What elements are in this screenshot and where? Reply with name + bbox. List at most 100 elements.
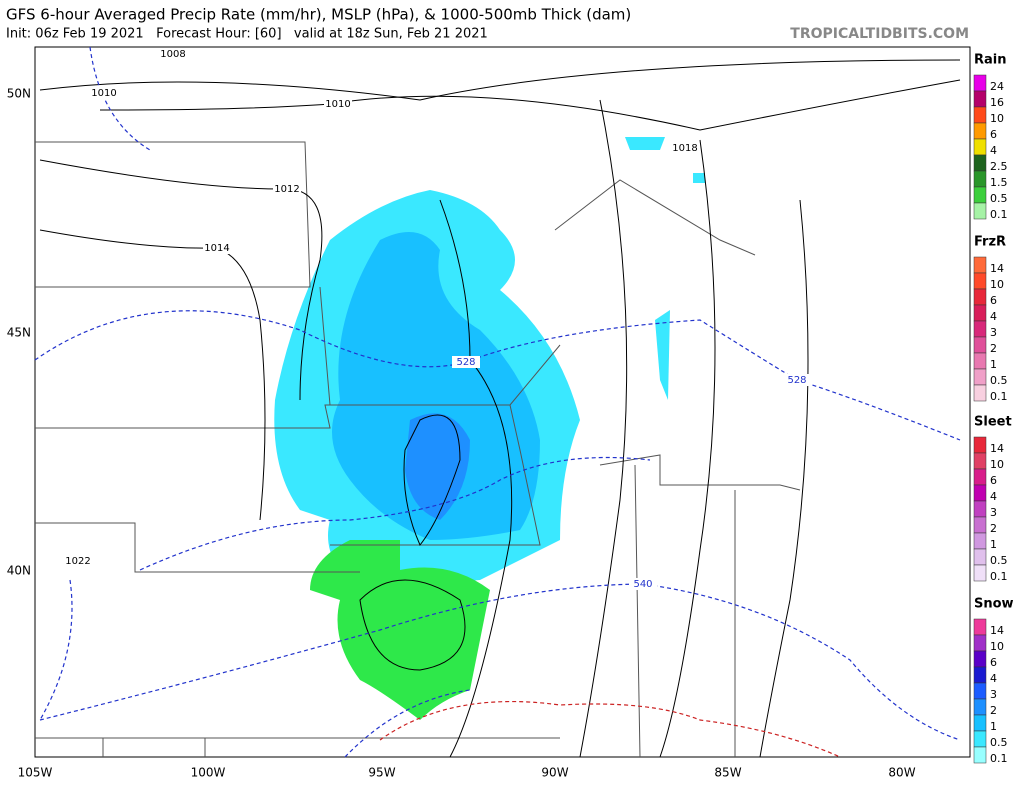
legend-label: 14 bbox=[990, 262, 1004, 275]
legend-label: 3 bbox=[990, 326, 997, 339]
legend-label: 1 bbox=[990, 720, 997, 733]
legend-swatch bbox=[973, 484, 987, 502]
legend-swatch bbox=[973, 122, 987, 140]
legend-label: 2 bbox=[990, 704, 997, 717]
contour-label: 1010 bbox=[325, 99, 350, 110]
lat-label: 50N bbox=[7, 87, 31, 101]
contour-label-bg bbox=[159, 48, 187, 60]
lon-label: 85W bbox=[714, 766, 741, 780]
legend-label: 4 bbox=[990, 144, 997, 157]
legend-label: 0.1 bbox=[990, 390, 1008, 403]
legend-swatch bbox=[973, 272, 987, 290]
legend-label: 1 bbox=[990, 358, 997, 371]
legend-swatch bbox=[973, 138, 987, 156]
legend-label: 10 bbox=[990, 278, 1004, 291]
legend-title: Rain bbox=[974, 53, 1007, 68]
legend-label: 2.5 bbox=[990, 160, 1008, 173]
lon-label: 95W bbox=[368, 766, 395, 780]
precip bbox=[274, 137, 705, 720]
legend-label: 14 bbox=[990, 442, 1004, 455]
legend-label: 0.5 bbox=[990, 192, 1008, 205]
legend-label: 2 bbox=[990, 342, 997, 355]
legend-swatch bbox=[973, 106, 987, 124]
contour-label-bg bbox=[90, 87, 118, 99]
contour-label-bg bbox=[452, 356, 480, 368]
title: GFS 6-hour Averaged Precip Rate (mm/hr),… bbox=[6, 6, 631, 24]
lon-label: 90W bbox=[541, 766, 568, 780]
legend-label: 6 bbox=[990, 474, 997, 487]
legend-swatch bbox=[973, 714, 987, 732]
legend-label: 4 bbox=[990, 310, 997, 323]
contour-label-bg bbox=[629, 578, 657, 590]
legend-swatch bbox=[973, 698, 987, 716]
legend-swatch bbox=[973, 170, 987, 188]
source: TROPICALTIDBITS.COM bbox=[790, 26, 969, 42]
legend-label: 2 bbox=[990, 522, 997, 535]
legend-swatch bbox=[973, 304, 987, 322]
legend-swatch bbox=[973, 452, 987, 470]
legend-swatch bbox=[973, 618, 987, 636]
legend-label: 10 bbox=[990, 112, 1004, 125]
legend-label: 0.5 bbox=[990, 736, 1008, 749]
lat-label: 45N bbox=[7, 326, 31, 340]
legend-title: FrzR bbox=[974, 235, 1006, 250]
legend-swatch bbox=[973, 368, 987, 386]
legend-label: 0.1 bbox=[990, 570, 1008, 583]
legend-swatch bbox=[973, 256, 987, 274]
legend-label: 3 bbox=[990, 688, 997, 701]
legend-swatch bbox=[973, 516, 987, 534]
legend-swatch bbox=[973, 436, 987, 454]
lat-label: 40N bbox=[7, 564, 31, 578]
legend-label: 6 bbox=[990, 294, 997, 307]
contour-label-bg bbox=[324, 98, 352, 110]
legend-swatch bbox=[973, 532, 987, 550]
contour-label-bg bbox=[203, 242, 231, 254]
legend-label: 1 bbox=[990, 538, 997, 551]
legend-label: 0.5 bbox=[990, 554, 1008, 567]
contour-label: 1014 bbox=[204, 243, 229, 254]
legend-title: Snow bbox=[974, 597, 1014, 612]
legend-label: 0.1 bbox=[990, 208, 1008, 221]
contour-label: 1012 bbox=[274, 184, 299, 195]
legend-swatch bbox=[973, 500, 987, 518]
legend-label: 10 bbox=[990, 458, 1004, 471]
legend-label: 16 bbox=[990, 96, 1004, 109]
lon-label: 80W bbox=[888, 766, 915, 780]
state-borders bbox=[35, 141, 801, 758]
lon-label: 105W bbox=[18, 766, 53, 780]
legend-swatch bbox=[973, 682, 987, 700]
legend-label: 14 bbox=[990, 624, 1004, 637]
legend-swatch bbox=[973, 548, 987, 566]
contour-label: 528 bbox=[787, 375, 806, 386]
legend-swatch bbox=[973, 336, 987, 354]
legend-swatch bbox=[973, 666, 987, 684]
legend-label: 4 bbox=[990, 672, 997, 685]
contour-label-bg bbox=[64, 555, 92, 567]
map bbox=[34, 46, 971, 758]
contour-label: 1008 bbox=[160, 49, 185, 60]
legend-label: 4 bbox=[990, 490, 997, 503]
legend-label: 24 bbox=[990, 80, 1004, 93]
contour-label-bg bbox=[671, 142, 699, 154]
legend-swatch bbox=[973, 634, 987, 652]
legend-swatch bbox=[973, 320, 987, 338]
legend-title: Sleet bbox=[974, 415, 1012, 430]
legend-swatch bbox=[973, 90, 987, 108]
legend-swatch bbox=[973, 564, 987, 582]
isobars bbox=[39, 59, 961, 758]
legend-swatch bbox=[973, 154, 987, 172]
legend-swatch bbox=[973, 202, 987, 220]
legend-swatch bbox=[973, 650, 987, 668]
legend-swatch bbox=[973, 186, 987, 204]
legend-swatch bbox=[973, 74, 987, 92]
contour-label-bg bbox=[273, 183, 301, 195]
contour-label: 1010 bbox=[91, 88, 116, 99]
subtitle: Init: 06z Feb 19 2021 Forecast Hour: [60… bbox=[6, 27, 488, 42]
legend-label: 3 bbox=[990, 506, 997, 519]
legend-swatch bbox=[973, 746, 987, 764]
legend-swatch bbox=[973, 468, 987, 486]
legend-swatch bbox=[973, 288, 987, 306]
contour-label: 528 bbox=[456, 357, 475, 368]
legend-swatch bbox=[973, 384, 987, 402]
